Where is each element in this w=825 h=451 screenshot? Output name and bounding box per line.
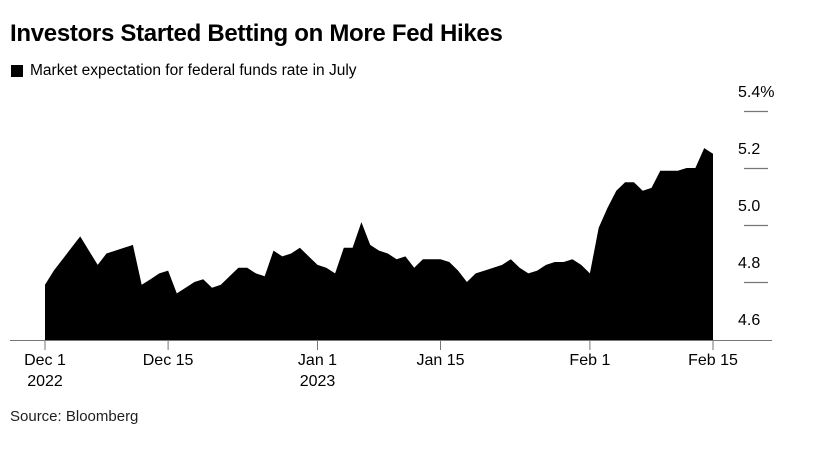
y-tick-label: 5.0 <box>738 198 761 215</box>
area-series <box>45 148 713 340</box>
x-tick-label: Feb 15 <box>688 352 738 369</box>
legend-square-icon <box>11 65 23 77</box>
x-tick-label: Jan 1 2023 <box>297 352 338 390</box>
chart-title: Investors Started Betting on More Fed Hi… <box>10 20 503 47</box>
y-tick-label: 4.8 <box>738 255 761 272</box>
y-tick-label: 5.4% <box>738 84 775 101</box>
legend: Market expectation for federal funds rat… <box>11 62 357 80</box>
x-tick-label: Jan 15 <box>416 352 465 369</box>
x-tick-label: Feb 1 <box>569 352 611 369</box>
legend-label: Market expectation for federal funds rat… <box>30 62 357 79</box>
x-tick-label: Dec 15 <box>142 352 194 369</box>
x-tick-label: Dec 1 2022 <box>24 352 66 390</box>
y-tick-label: 4.6 <box>738 312 761 329</box>
y-tick-label: 5.2 <box>738 141 761 158</box>
source-note: Source: Bloomberg <box>10 408 139 425</box>
